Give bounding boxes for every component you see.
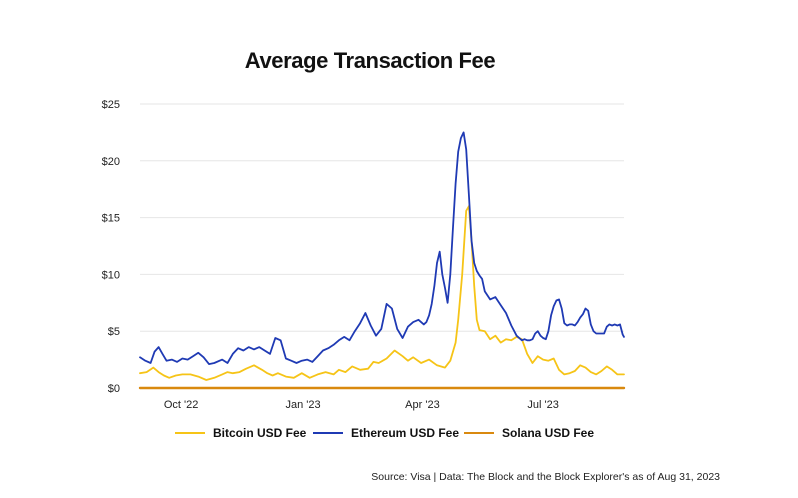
y-tick-label: $20	[102, 156, 120, 168]
y-tick-label: $15	[102, 213, 120, 225]
ethereum-fee-line	[139, 131, 625, 366]
source-note: Source: Visa | Data: The Block and the B…	[371, 471, 720, 483]
y-tick-label: $10	[102, 269, 120, 281]
x-tick-label: Oct '22	[164, 399, 199, 411]
legend-item-solana: Solana USD Fee	[464, 426, 594, 440]
y-tick-label: $25	[102, 99, 120, 111]
bitcoin-fee-line	[139, 205, 625, 381]
x-tick-label: Jul '23	[527, 399, 558, 411]
legend-swatch-ethereum	[313, 432, 343, 434]
legend: Bitcoin USD Fee Ethereum USD Fee Solana …	[0, 426, 798, 446]
line-chart: $0 $5 $10 $15 $20 $25 Oct '22 Jan '23 Apr '23 Jul…	[102, 99, 626, 411]
legend-label-solana: Solana USD Fee	[502, 426, 595, 440]
x-tick-label: Jan '23	[286, 399, 321, 411]
y-tick-label: $0	[108, 383, 120, 395]
x-tick-label: Apr '23	[405, 399, 440, 411]
legend-item-bitcoin: Bitcoin USD Fee	[175, 426, 306, 440]
legend-label-bitcoin: Bitcoin USD Fee	[213, 426, 307, 440]
legend-item-ethereum: Ethereum USD Fee	[313, 426, 459, 440]
legend-swatch-bitcoin	[175, 432, 205, 434]
legend-label-ethereum: Ethereum USD Fee	[351, 426, 460, 440]
legend-swatch-solana	[464, 432, 494, 434]
y-tick-label: $5	[108, 326, 120, 338]
chart-title: Average Transaction Fee	[244, 48, 496, 73]
